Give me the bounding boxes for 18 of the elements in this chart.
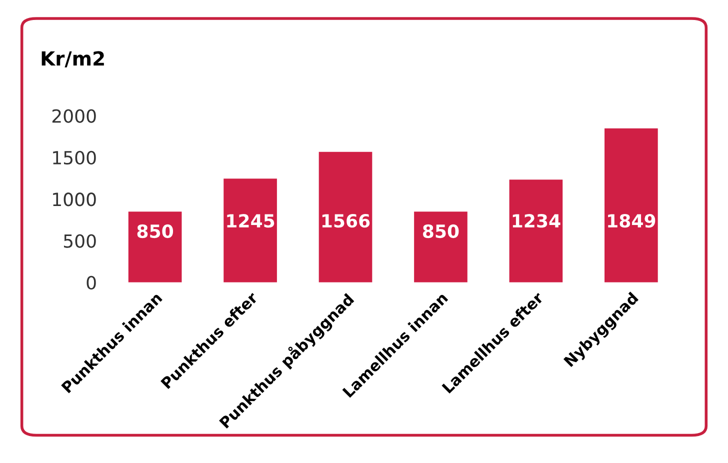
y-axis-title: Kr/m2 [42,51,104,68]
data-label: 1245 [227,214,274,228]
bar [318,152,372,282]
y-tick-label: 1000 [53,192,96,206]
data-label: 1566 [322,214,370,228]
data-label: 1849 [608,214,656,228]
bar [224,178,277,282]
y-tick-label: 2000 [52,109,96,123]
data-label: 850 [422,224,459,238]
y-tick-label: 500 [64,234,96,248]
data-label: 850 [137,224,174,238]
bar [509,180,563,282]
bar [414,212,468,282]
y-tick-label: 1500 [53,150,96,165]
data-label: 1234 [512,214,560,228]
y-tick-label: 0 [86,276,96,290]
bar [128,212,182,282]
bar [604,128,658,282]
